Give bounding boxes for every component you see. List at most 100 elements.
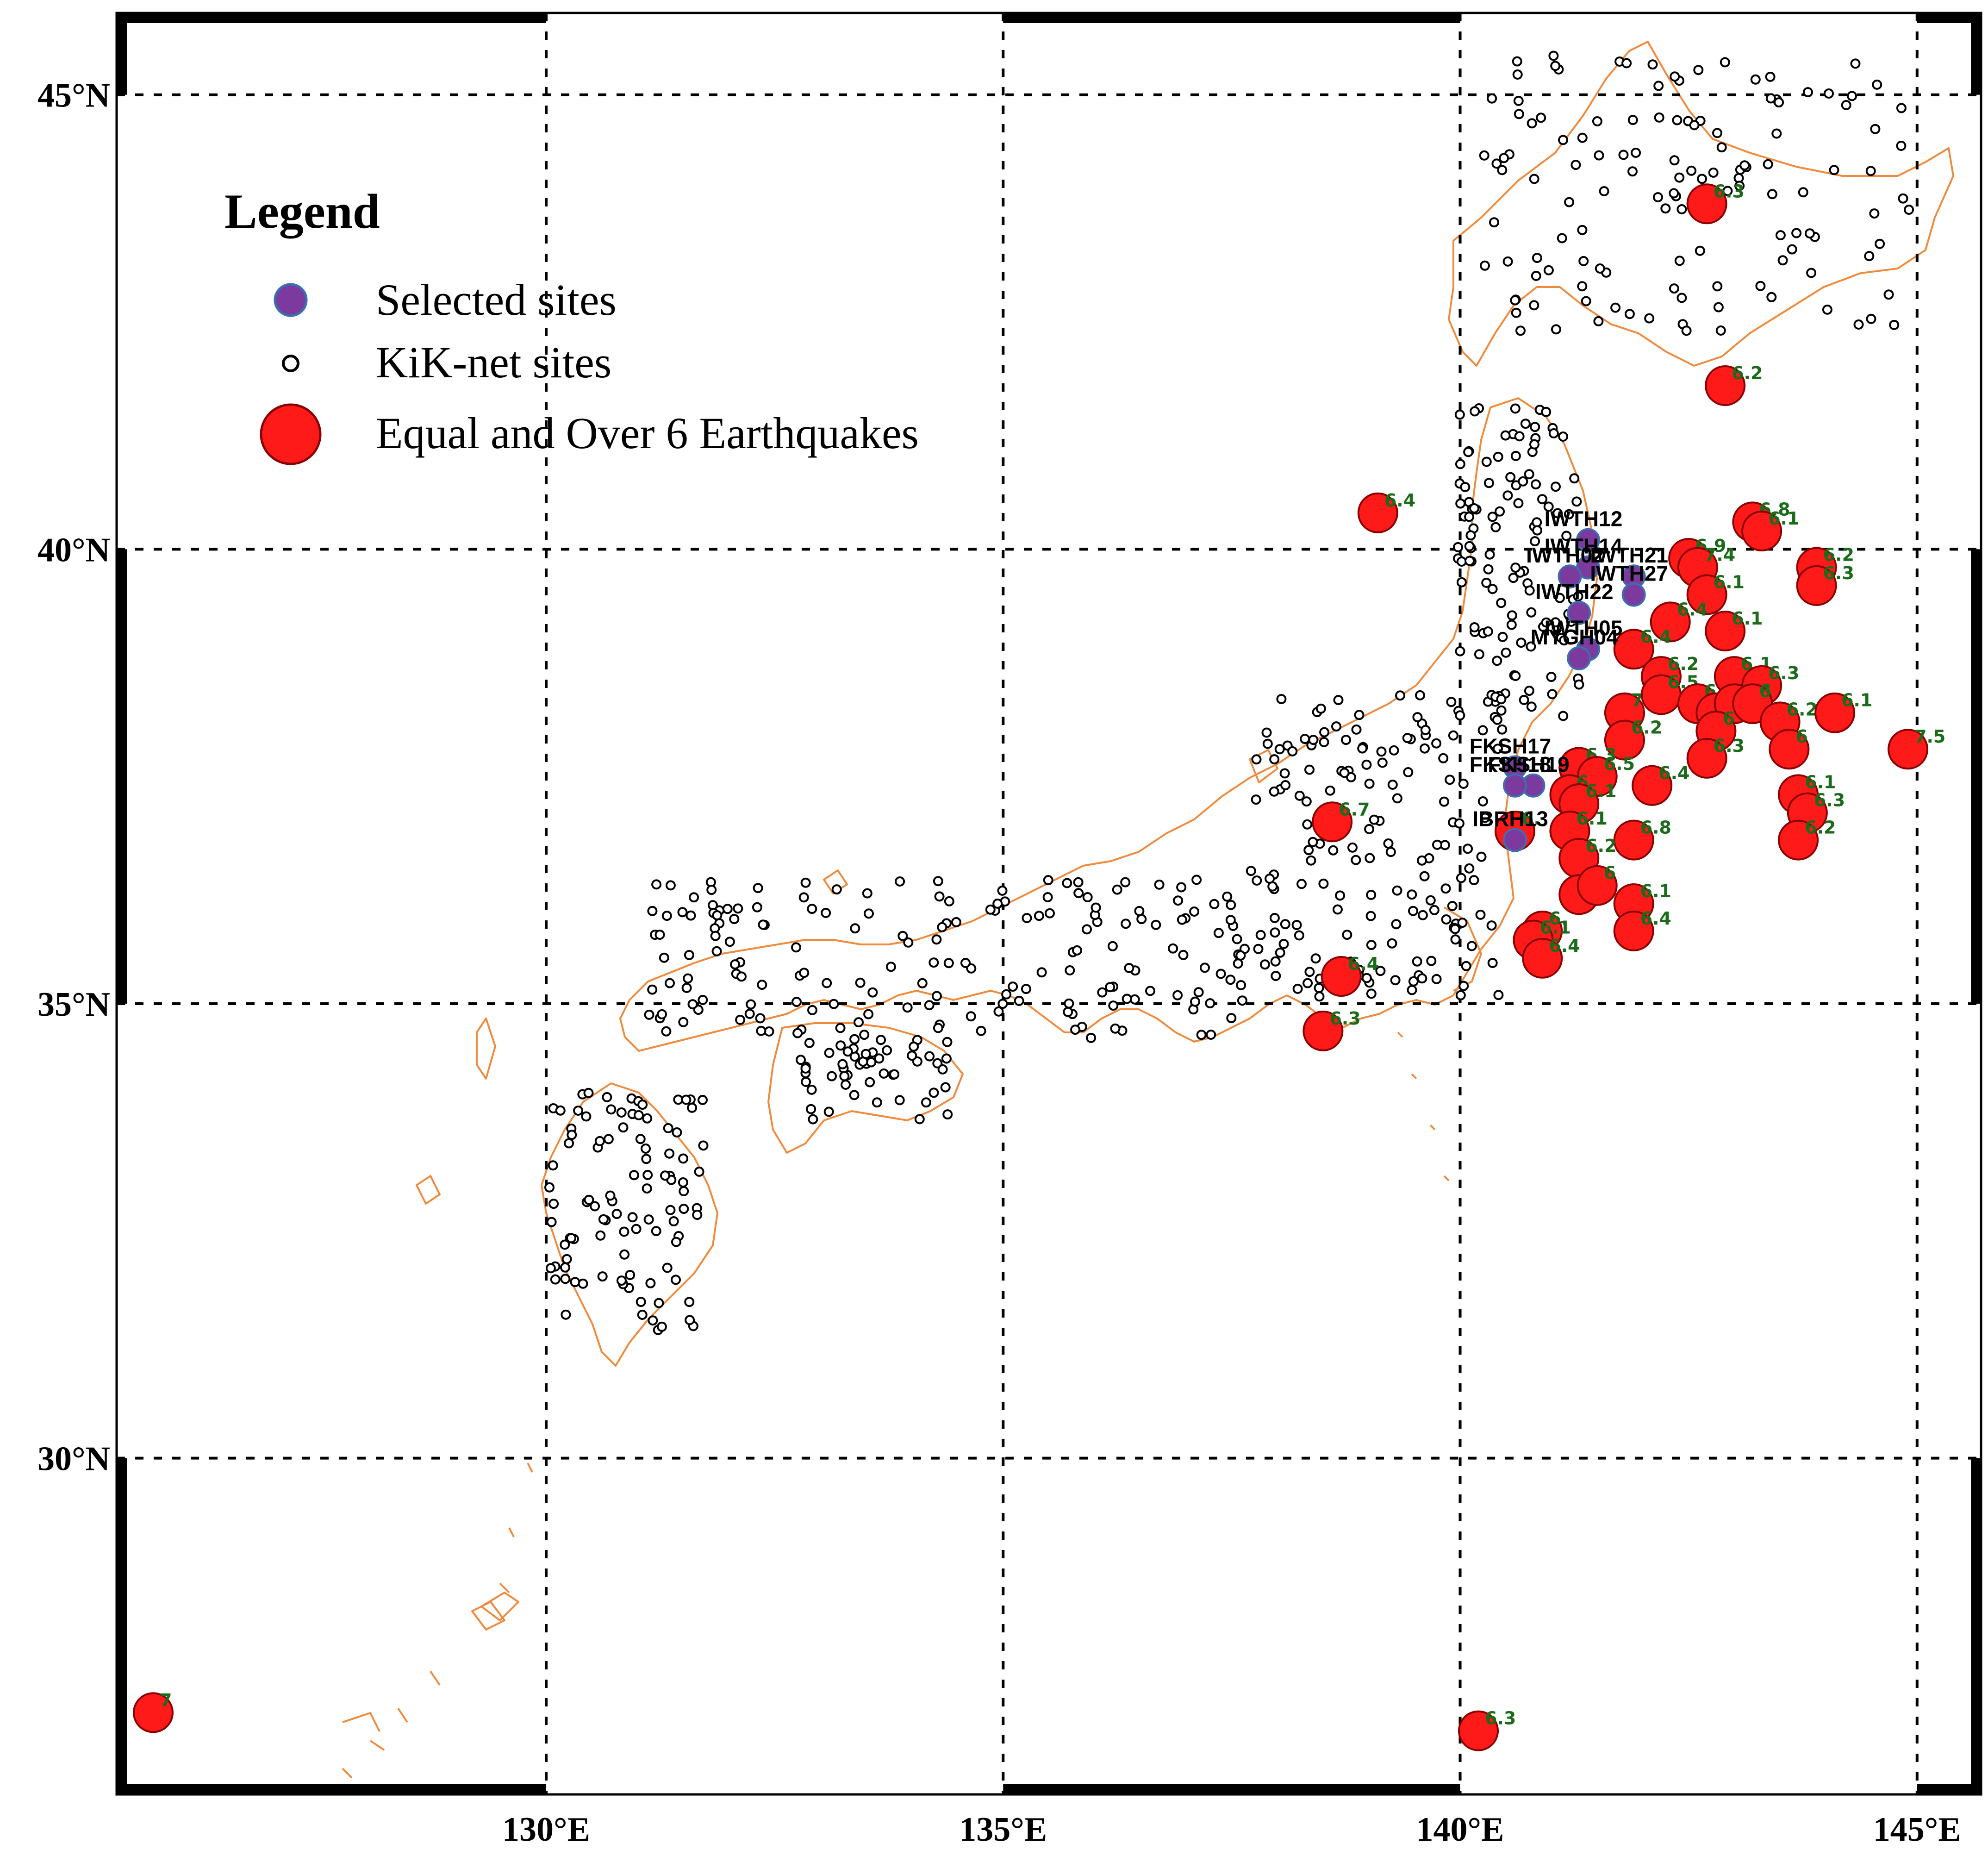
kik-net-site-marker <box>687 1102 698 1113</box>
kik-net-site-marker <box>1205 998 1215 1009</box>
kik-net-site-marker <box>895 876 905 887</box>
kik-net-site-marker <box>1510 403 1521 414</box>
kik-net-site-marker <box>641 1154 652 1164</box>
kik-net-site-marker <box>1408 976 1419 987</box>
kik-net-site-marker <box>642 1183 652 1194</box>
kik-net-site-marker <box>736 971 747 982</box>
kik-net-site-marker <box>1526 701 1537 712</box>
kik-net-site-marker <box>1458 981 1469 991</box>
kik-net-site-marker <box>1713 302 1724 312</box>
kik-net-site-marker <box>661 911 672 921</box>
selected-site-marker <box>1567 600 1591 625</box>
kik-net-site-marker <box>735 1014 746 1025</box>
kik-net-site-marker <box>1497 724 1508 735</box>
kik-net-site-marker <box>1502 256 1513 267</box>
kik-net-site-marker <box>1505 472 1516 482</box>
kik-net-site-marker <box>1526 641 1536 652</box>
kik-net-site-marker <box>1532 525 1543 536</box>
kik-net-site-marker <box>1496 694 1507 705</box>
kik-net-site-marker <box>1235 950 1246 961</box>
kik-net-site-marker <box>1315 703 1326 714</box>
kik-net-site-marker <box>1209 899 1220 909</box>
earthquake-magnitude-label: 6 <box>1722 708 1734 729</box>
kik-net-site-marker <box>1225 915 1236 925</box>
earthquake-magnitude-label: 6.4 <box>1384 490 1415 511</box>
kik-net-site-marker <box>1552 508 1563 519</box>
kik-net-site-marker <box>1042 892 1053 902</box>
kik-net-site-marker <box>1532 517 1542 528</box>
kik-net-site-marker <box>550 1274 561 1285</box>
earthquake-magnitude-label: 6.1 <box>1732 608 1763 629</box>
kik-net-site-marker <box>1513 95 1524 106</box>
honshu-coast <box>619 397 1598 1052</box>
kik-net-site-marker <box>1403 767 1414 777</box>
kik-net-site-marker <box>1387 780 1398 790</box>
kik-net-site-marker <box>1255 930 1266 940</box>
kik-net-site-marker <box>1440 883 1451 894</box>
kik-net-site-marker <box>1755 281 1766 291</box>
kik-net-site-marker <box>1269 786 1279 797</box>
kik-net-site-marker <box>1537 494 1547 505</box>
kik-net-site-marker <box>1529 300 1539 311</box>
selected-site-label: IWTH21 <box>1590 543 1668 567</box>
kik-net-site-marker <box>854 1017 864 1028</box>
kik-net-site-marker <box>1402 733 1413 744</box>
kik-net-site-marker <box>1045 908 1055 919</box>
kik-net-site-marker <box>1251 794 1261 805</box>
kik-net-site-marker <box>931 934 942 945</box>
kik-net-site-marker <box>1875 238 1885 249</box>
kik-net-site-marker <box>1351 724 1362 735</box>
kik-net-site-marker <box>1550 617 1561 628</box>
kik-net-site-marker <box>1674 172 1685 183</box>
map-frame <box>115 12 1982 1796</box>
kik-net-site-marker <box>1392 885 1402 896</box>
kik-net-site-marker <box>1558 431 1569 442</box>
kik-net-site-marker <box>1904 205 1914 215</box>
kik-net-site-marker <box>1213 928 1224 938</box>
kik-net-site-marker <box>616 1275 627 1286</box>
kik-net-site-marker <box>756 1025 767 1036</box>
kik-net-site-marker <box>1716 142 1727 153</box>
kik-net-site-marker <box>1082 892 1093 902</box>
ryukyu-islands <box>342 1462 533 1779</box>
earthquake-magnitude-label: 6. <box>1549 908 1568 929</box>
kik-net-site-marker <box>1176 882 1187 893</box>
kik-net-site-marker <box>662 1262 673 1273</box>
kik-net-site-marker <box>1082 924 1092 935</box>
kik-net-site-marker <box>1518 476 1528 487</box>
kik-net-site-marker <box>1302 819 1313 830</box>
kik-net-site-marker <box>1215 969 1226 979</box>
kik-net-site-marker <box>824 1048 835 1058</box>
earthquake-marker <box>1814 692 1856 733</box>
kik-net-site-marker <box>1108 1000 1119 1011</box>
kik-net-site-marker <box>548 1160 558 1171</box>
kik-net-site-marker <box>860 1049 871 1059</box>
kik-net-site-marker <box>1530 422 1540 432</box>
kik-net-site-marker <box>1300 734 1310 744</box>
kik-net-site-marker <box>1457 918 1468 928</box>
frame-zebra-left-segment <box>117 1458 127 1794</box>
kik-net-site-marker <box>1366 940 1377 950</box>
kik-net-site-marker <box>1550 61 1561 71</box>
kik-net-site-marker <box>835 1040 846 1051</box>
earthquake-magnitude-label: 6.2 <box>1668 654 1699 674</box>
kik-net-site-marker <box>698 1140 709 1151</box>
kik-net-site-marker <box>827 1071 837 1081</box>
kik-net-site-marker <box>665 978 675 988</box>
kik-net-site-marker <box>924 1051 935 1062</box>
kik-net-site-marker <box>757 980 767 990</box>
kik-net-site-marker <box>1347 842 1358 853</box>
kik-net-site-marker <box>1145 986 1155 996</box>
kik-net-site-marker <box>1510 671 1521 681</box>
kik-net-site-marker <box>879 1068 889 1079</box>
kik-net-site-marker <box>1364 824 1375 834</box>
kik-net-site-marker <box>1366 890 1377 900</box>
earthquake-marker <box>1650 601 1691 643</box>
kik-net-site-marker <box>637 1100 648 1110</box>
kik-net-site-marker <box>865 1077 875 1087</box>
kik-net-site-marker <box>1486 920 1497 931</box>
kik-net-site-marker <box>595 1230 606 1241</box>
kik-net-site-marker <box>1062 878 1072 888</box>
kik-net-site-marker <box>1647 59 1658 70</box>
